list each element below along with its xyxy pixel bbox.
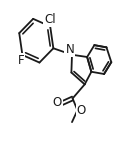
Text: Cl: Cl [44,13,56,26]
Text: O: O [53,96,62,109]
Text: N: N [65,43,74,56]
Text: F: F [18,54,24,67]
Text: O: O [76,104,86,118]
